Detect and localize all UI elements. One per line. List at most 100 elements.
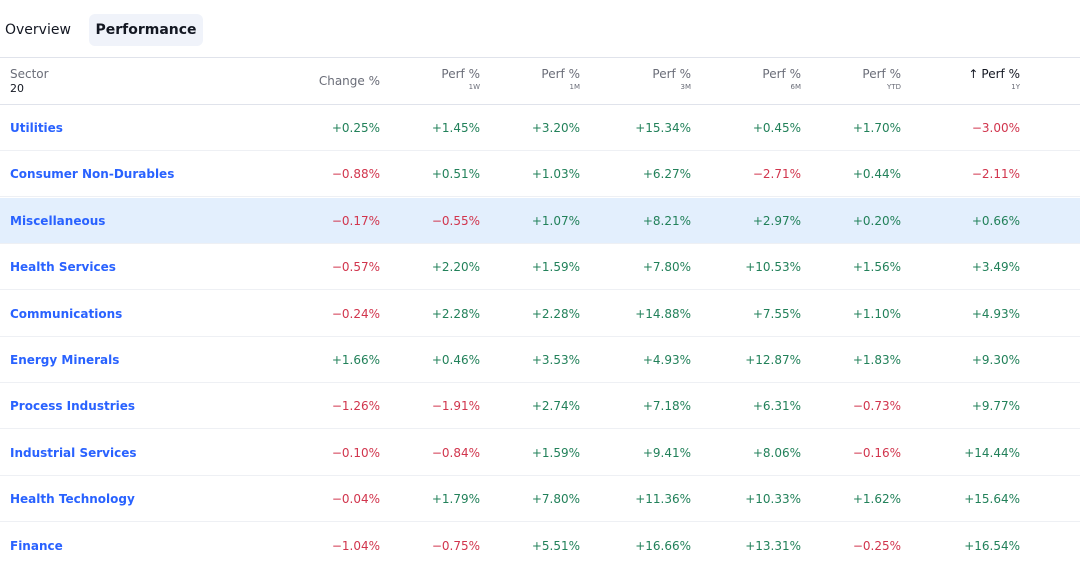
sector-link[interactable]: Miscellaneous xyxy=(10,213,106,228)
cell-perf-3m: +8.21% xyxy=(642,213,691,228)
column-header-perf-1w[interactable]: Perf % 1W xyxy=(441,67,480,92)
cell-perf-1m: +2.74% xyxy=(531,399,580,414)
cell-perf-3m: +15.34% xyxy=(635,121,691,135)
cell-perf-1m: +2.28% xyxy=(531,306,580,321)
cell-change: −0.04% xyxy=(331,492,380,507)
cell-perf-1w: −0.75% xyxy=(431,538,480,553)
sector-link[interactable]: Finance xyxy=(10,538,63,553)
column-header-perf-3m[interactable]: Perf % 3M xyxy=(652,67,691,92)
cell-perf-1y: +3.49% xyxy=(971,260,1020,275)
sector-link[interactable]: Industrial Services xyxy=(10,445,137,460)
sector-link[interactable]: Health Services xyxy=(10,260,116,275)
column-header-label: Perf % xyxy=(762,67,801,81)
cell-perf-1m: +3.53% xyxy=(531,353,580,367)
column-header-perf-6m[interactable]: Perf % 6M xyxy=(762,67,801,92)
cell-perf-1w: +0.51% xyxy=(431,167,480,182)
table-row[interactable]: Health Services −0.57% +2.20% +1.59% +7.80% +… xyxy=(0,244,1080,291)
cell-perf-6m: +10.33% xyxy=(745,492,801,507)
cell-perf-1m: +3.20% xyxy=(531,121,580,135)
cell-perf-ytd: +1.56% xyxy=(852,260,901,275)
column-header-period: 1M xyxy=(569,83,581,91)
column-header-period: 1Y xyxy=(1011,83,1020,91)
sector-count: 20 xyxy=(10,82,24,95)
cell-perf-1w: −0.84% xyxy=(431,445,480,460)
cell-perf-6m: +6.31% xyxy=(752,399,801,414)
cell-perf-3m: +16.66% xyxy=(635,538,691,553)
column-header-perf-1m[interactable]: Perf % 1M xyxy=(541,67,580,92)
sector-link[interactable]: Consumer Non-Durables xyxy=(10,167,175,182)
cell-perf-ytd: −0.16% xyxy=(852,445,901,460)
sector-link[interactable]: Utilities xyxy=(10,121,63,135)
column-header-sector[interactable]: Sector 20 xyxy=(10,67,49,96)
column-header-period: 6M xyxy=(790,83,802,91)
column-header-label: Perf % xyxy=(981,67,1020,81)
sector-link[interactable]: Energy Minerals xyxy=(10,353,120,367)
cell-change: −1.26% xyxy=(331,399,380,414)
cell-perf-3m: +7.80% xyxy=(642,260,691,275)
cell-perf-6m: +2.97% xyxy=(752,213,801,228)
column-header-perf-ytd[interactable]: Perf % YTD xyxy=(862,67,901,92)
cell-perf-1w: −1.91% xyxy=(431,399,480,414)
cell-perf-ytd: +0.20% xyxy=(852,213,901,228)
table-row[interactable]: Utilities +0.25% +1.45% +3.20% +15.34% +0.45%… xyxy=(0,105,1080,151)
cell-perf-1w: −0.55% xyxy=(431,213,480,228)
cell-perf-1m: +1.07% xyxy=(531,213,580,228)
column-header-label: Perf % xyxy=(862,67,901,81)
cell-perf-3m: +4.93% xyxy=(642,353,691,367)
cell-perf-6m: +0.45% xyxy=(752,121,801,135)
cell-perf-3m: +6.27% xyxy=(642,167,691,182)
cell-perf-1y: +0.66% xyxy=(971,213,1020,228)
sector-header-label: Sector xyxy=(10,67,49,81)
table-row[interactable]: Energy Minerals +1.66% +0.46% +3.53% +4.93% +… xyxy=(0,337,1080,383)
cell-perf-ytd: −0.73% xyxy=(852,399,901,414)
cell-perf-1y: +4.93% xyxy=(971,306,1020,321)
column-header-label: Change % xyxy=(318,74,380,88)
cell-perf-1y: −2.11% xyxy=(971,167,1020,182)
cell-perf-1w: +1.79% xyxy=(431,492,480,507)
cell-perf-1w: +2.20% xyxy=(431,260,480,275)
column-header-period: 1W xyxy=(468,83,480,91)
tab-overview[interactable]: Overview xyxy=(5,22,71,38)
sector-link[interactable]: Health Technology xyxy=(10,492,135,507)
cell-perf-1y: +9.77% xyxy=(971,399,1020,414)
table-row[interactable]: Process Industries −1.26% −1.91% +2.74% +7.1… xyxy=(0,383,1080,430)
cell-perf-1y: +15.64% xyxy=(964,492,1020,507)
column-header-perf-1y[interactable]: ↑ Perf % 1Y xyxy=(968,67,1020,92)
cell-perf-1w: +0.46% xyxy=(431,353,480,367)
cell-perf-3m: +11.36% xyxy=(635,492,691,507)
table-row[interactable]: Miscellaneous −0.17% −0.55% +1.07% +8.21% +2.… xyxy=(0,197,1080,244)
cell-perf-1y: +9.30% xyxy=(971,353,1020,367)
cell-change: −0.88% xyxy=(331,167,380,182)
table-row[interactable]: Consumer Non-Durables −0.88% +0.51% +1.03% +… xyxy=(0,151,1080,198)
cell-perf-1w: +2.28% xyxy=(431,306,480,321)
tab-performance[interactable]: Performance xyxy=(89,14,203,46)
cell-perf-6m: +7.55% xyxy=(752,306,801,321)
cell-change: −0.57% xyxy=(331,260,380,275)
cell-perf-6m: +12.87% xyxy=(745,353,801,367)
cell-perf-3m: +9.41% xyxy=(642,445,691,460)
tab-bar: Overview Performance xyxy=(0,0,1080,58)
sector-link[interactable]: Communications xyxy=(10,306,123,321)
cell-perf-1y: −3.00% xyxy=(971,121,1020,135)
cell-perf-ytd: +1.70% xyxy=(852,121,901,135)
table-row[interactable]: Industrial Services −0.10% −0.84% +1.59% +9.… xyxy=(0,430,1080,476)
column-header-period: YTD xyxy=(887,83,901,91)
column-header-change[interactable]: Change % xyxy=(319,74,380,89)
cell-perf-1m: +1.59% xyxy=(531,260,580,275)
cell-perf-1y: +14.44% xyxy=(964,445,1020,460)
cell-perf-6m: +8.06% xyxy=(752,445,801,460)
cell-change: +1.66% xyxy=(331,353,380,367)
cell-change: −0.10% xyxy=(331,445,380,460)
cell-perf-1w: +1.45% xyxy=(431,121,480,135)
cell-change: −1.04% xyxy=(331,538,380,553)
cell-perf-6m: +10.53% xyxy=(745,260,801,275)
table-row[interactable]: Communications −0.24% +2.28% +2.28% +14.88% +… xyxy=(0,291,1080,337)
table-row[interactable]: Health Technology −0.04% +1.79% +7.80% +11.3… xyxy=(0,476,1080,523)
cell-change: −0.24% xyxy=(331,306,380,321)
cell-perf-ytd: +1.10% xyxy=(852,306,901,321)
column-header-label: Perf % xyxy=(441,67,480,81)
cell-perf-3m: +7.18% xyxy=(642,399,691,414)
sector-link[interactable]: Process Industries xyxy=(10,399,136,414)
cell-perf-6m: +13.31% xyxy=(745,538,801,553)
table-row[interactable]: Finance −1.04% −0.75% +5.51% +16.66% +13.31% −… xyxy=(0,523,1080,568)
